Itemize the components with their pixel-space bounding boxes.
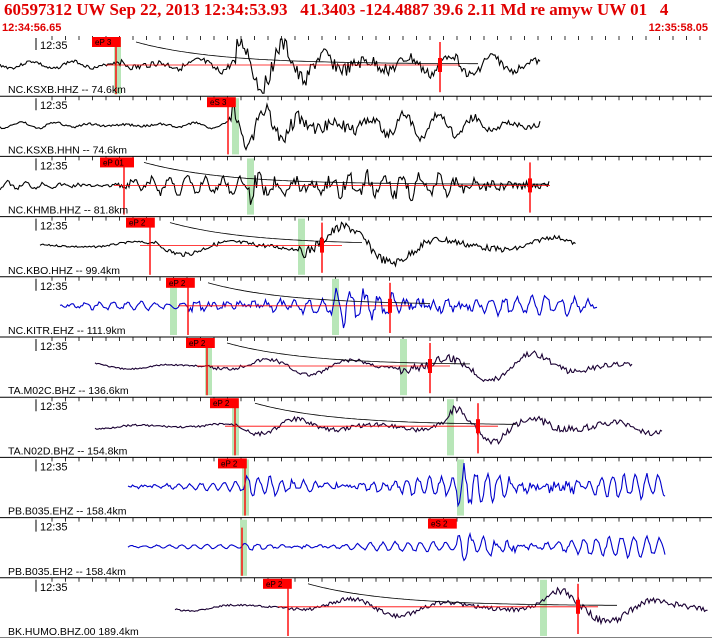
station-label: PB.B035.EHZ -- 158.4km [8, 506, 127, 518]
tick-label: 12:35 [40, 522, 68, 534]
analysis-window [232, 98, 239, 155]
analysis-window [205, 339, 212, 396]
analysis-window [247, 158, 254, 215]
analysis-window [332, 278, 339, 335]
pick-label: eP 2 [213, 399, 230, 408]
pick-label: eP 2 [221, 459, 238, 468]
tick-label: 12:35 [40, 160, 68, 172]
waveform-trace [39, 221, 576, 268]
analysis-window [298, 218, 305, 275]
pick-label: eP 01 [103, 158, 124, 167]
pick-label-box [428, 518, 457, 529]
tick-label: 12:35 [40, 582, 68, 594]
amplitude-marker-box [388, 298, 392, 313]
pick-label: eS 2 [431, 520, 448, 529]
amplitude-marker-box [528, 178, 532, 193]
station-label: BK.HUMO.BHZ.00 189.4km [8, 626, 139, 638]
pick-label-box [100, 157, 134, 168]
amplitude-marker-box [476, 419, 480, 434]
tick-label: 12:35 [40, 401, 68, 413]
pick-label-box [218, 458, 247, 469]
waveform-trace [0, 169, 550, 205]
pick-label-box [186, 338, 215, 348]
pick-label: eP 3 [95, 38, 112, 47]
event-title: 60597312 UW Sep 22, 2013 12:34:53.93 41.… [4, 0, 669, 19]
tick-label: 12:35 [40, 40, 68, 52]
tick-label: 12:35 [40, 341, 68, 353]
pick-label-box [207, 97, 236, 108]
waveform-trace [0, 100, 541, 151]
pick-label-box [92, 37, 121, 47]
pick-label: eP 2 [189, 339, 206, 348]
pick-label: eP 2 [266, 580, 283, 589]
amplitude-marker-box [576, 599, 580, 614]
tick-label: 12:35 [40, 100, 68, 112]
analysis-window [240, 519, 247, 576]
tick-label: 12:35 [40, 461, 68, 473]
waveform-trace [0, 37, 541, 94]
analysis-window [400, 339, 407, 396]
coda-curve [135, 41, 478, 65]
event-header: 60597312 UW Sep 22, 2013 12:34:53.93 41.… [0, 0, 712, 36]
station-label: NC.KBO.HHZ -- 99.4km [8, 265, 120, 277]
time-end-label: 12:35:58.05 [648, 22, 708, 34]
tick-label: 12:35 [40, 221, 68, 233]
station-label: TA.N02D.BHZ -- 154.8km [8, 445, 128, 457]
tick-label: 12:35 [40, 281, 68, 293]
coda-curve [307, 583, 617, 606]
analysis-window [540, 579, 547, 636]
pick-label: eS 3 [210, 98, 227, 107]
coda-curve [143, 162, 549, 185]
pick-label: eP 2 [129, 219, 146, 228]
analysis-window [457, 459, 464, 516]
pick-label-box [263, 578, 292, 589]
analysis-window [114, 38, 121, 95]
seismogram-panel[interactable]: 12:35 eP 3 NC.KSXB.HHZ -- 74.6km 12:35 eS 3 N… [0, 36, 712, 638]
station-label: NC.KSXB.HHN -- 74.6km [8, 144, 127, 156]
waveform-trace [94, 350, 633, 383]
station-label: NC.KHMB.HHZ -- 81.8km [8, 205, 128, 217]
time-start-label: 12:34:56.65 [2, 22, 62, 34]
waveform-trace [59, 287, 598, 329]
pick-label-box [126, 217, 155, 228]
coda-curve [207, 282, 430, 304]
pick-label-box [166, 277, 195, 288]
coda-curve [254, 402, 517, 425]
waveform-trace [127, 462, 666, 508]
station-label: PB.B035.EH2 -- 158.4km [8, 566, 126, 578]
analysis-window [170, 278, 177, 335]
amplitude-marker-box [438, 58, 442, 72]
pick-label: eP 2 [169, 279, 186, 288]
analysis-window [447, 399, 454, 456]
coda-curve [169, 222, 363, 243]
station-label: NC.KSXB.HHZ -- 74.6km [8, 84, 126, 96]
waveform-trace [174, 586, 708, 626]
waveform-trace [127, 531, 666, 562]
amplitude-marker-box [428, 359, 432, 373]
pick-label-box [210, 398, 239, 409]
amplitude-marker-box [320, 238, 324, 253]
station-label: NC.KITR.EHZ -- 111.9km [8, 325, 126, 337]
waveform-trace [94, 405, 663, 446]
station-label: TA.M02C.BHZ -- 136.6km [8, 385, 129, 397]
